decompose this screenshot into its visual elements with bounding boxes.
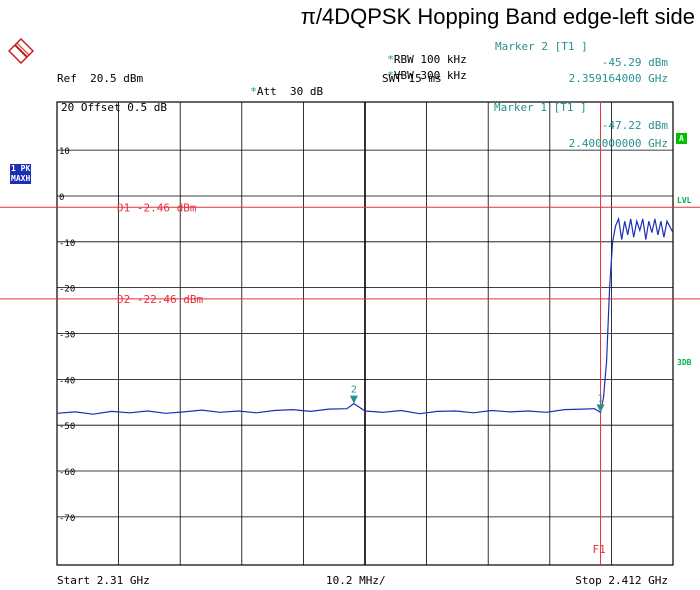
badge-a-label: A	[676, 133, 687, 144]
rbw-text: RBW 100 kHz	[393, 53, 467, 66]
marker-1-icon	[596, 404, 605, 413]
start-frequency-label: Start 2.31 GHz	[57, 574, 150, 587]
y-tick-label: -70	[59, 514, 75, 524]
spectrum-trace	[56, 216, 674, 415]
vbw-star: *	[387, 69, 394, 82]
chart-title: π/4DQPSK Hopping Band edge-left side	[300, 4, 695, 29]
trace-layer	[56, 216, 674, 415]
rbw-readout: *RBW 100 kHz	[374, 40, 467, 66]
y-tick-label: -10	[59, 239, 75, 249]
marker-2-icon	[349, 395, 358, 404]
plot-grid	[56, 101, 674, 566]
marker-2-label: 2	[351, 385, 357, 396]
marker2-title: Marker 2 [T1 ]	[495, 40, 588, 53]
marker2-level: -45.29 dBm	[601, 56, 668, 69]
trace-badge-line2: MAXH	[10, 174, 32, 184]
rbw-star: *	[387, 53, 394, 66]
marker1-level: -47.22 dBm	[602, 119, 669, 132]
marker2-frequency: 2.359164000 GHz	[568, 72, 668, 85]
offset-label: 20 Offset 0.5 dB	[61, 101, 167, 114]
y-tick-label: -40	[59, 376, 75, 386]
stop-frequency-label: Stop 2.412 GHz	[575, 574, 668, 587]
display-lines: D1 -2.46 dBm D2 -22.46 dBm F1	[0, 102, 700, 565]
display-line-label-d2: D2 -22.46 dBm	[117, 293, 203, 306]
vbw-readout: *VBW 300 kHz	[374, 56, 467, 82]
side-badge-a: A	[676, 133, 687, 144]
marker1-frequency: 2.400000000 GHz	[569, 137, 668, 150]
marker-layer: 12	[349, 385, 605, 413]
ref-readout: Ref 20.5 dBm	[57, 72, 144, 85]
y-tick-label: -50	[59, 422, 75, 432]
swt-readout: SWT 15 ms	[382, 72, 442, 85]
frequency-line-label: F1	[593, 543, 606, 556]
marker1-title: Marker 1 [T1 ]	[494, 101, 587, 114]
side-label-lvl: LVL	[677, 196, 692, 205]
att-text: Att 30 dB	[256, 85, 324, 98]
side-label-3db: 3DB	[677, 358, 692, 367]
y-tick-labels: 10 0 -10 -20 -30 -40 -50 -60 -70	[59, 147, 75, 524]
logo-icon	[8, 38, 34, 64]
y-tick-label: -60	[59, 468, 75, 478]
marker-1-label: 1	[598, 393, 604, 404]
trace-badge-line1: 1 PK	[10, 164, 32, 174]
y-tick-label: -30	[59, 331, 75, 341]
y-tick-label: -20	[59, 285, 75, 295]
att-star: *	[250, 85, 257, 98]
span-per-division-label: 10.2 MHz/	[326, 574, 386, 587]
y-tick-label: 0	[59, 193, 64, 203]
att-readout: *Att 30 dB	[237, 72, 323, 98]
trace-badge: 1 PK MAXH	[10, 164, 32, 184]
display-line-label-d1: D1 -2.46 dBm	[117, 201, 197, 214]
vbw-text: VBW 300 kHz	[393, 69, 467, 82]
y-tick-label: 10	[59, 147, 70, 157]
